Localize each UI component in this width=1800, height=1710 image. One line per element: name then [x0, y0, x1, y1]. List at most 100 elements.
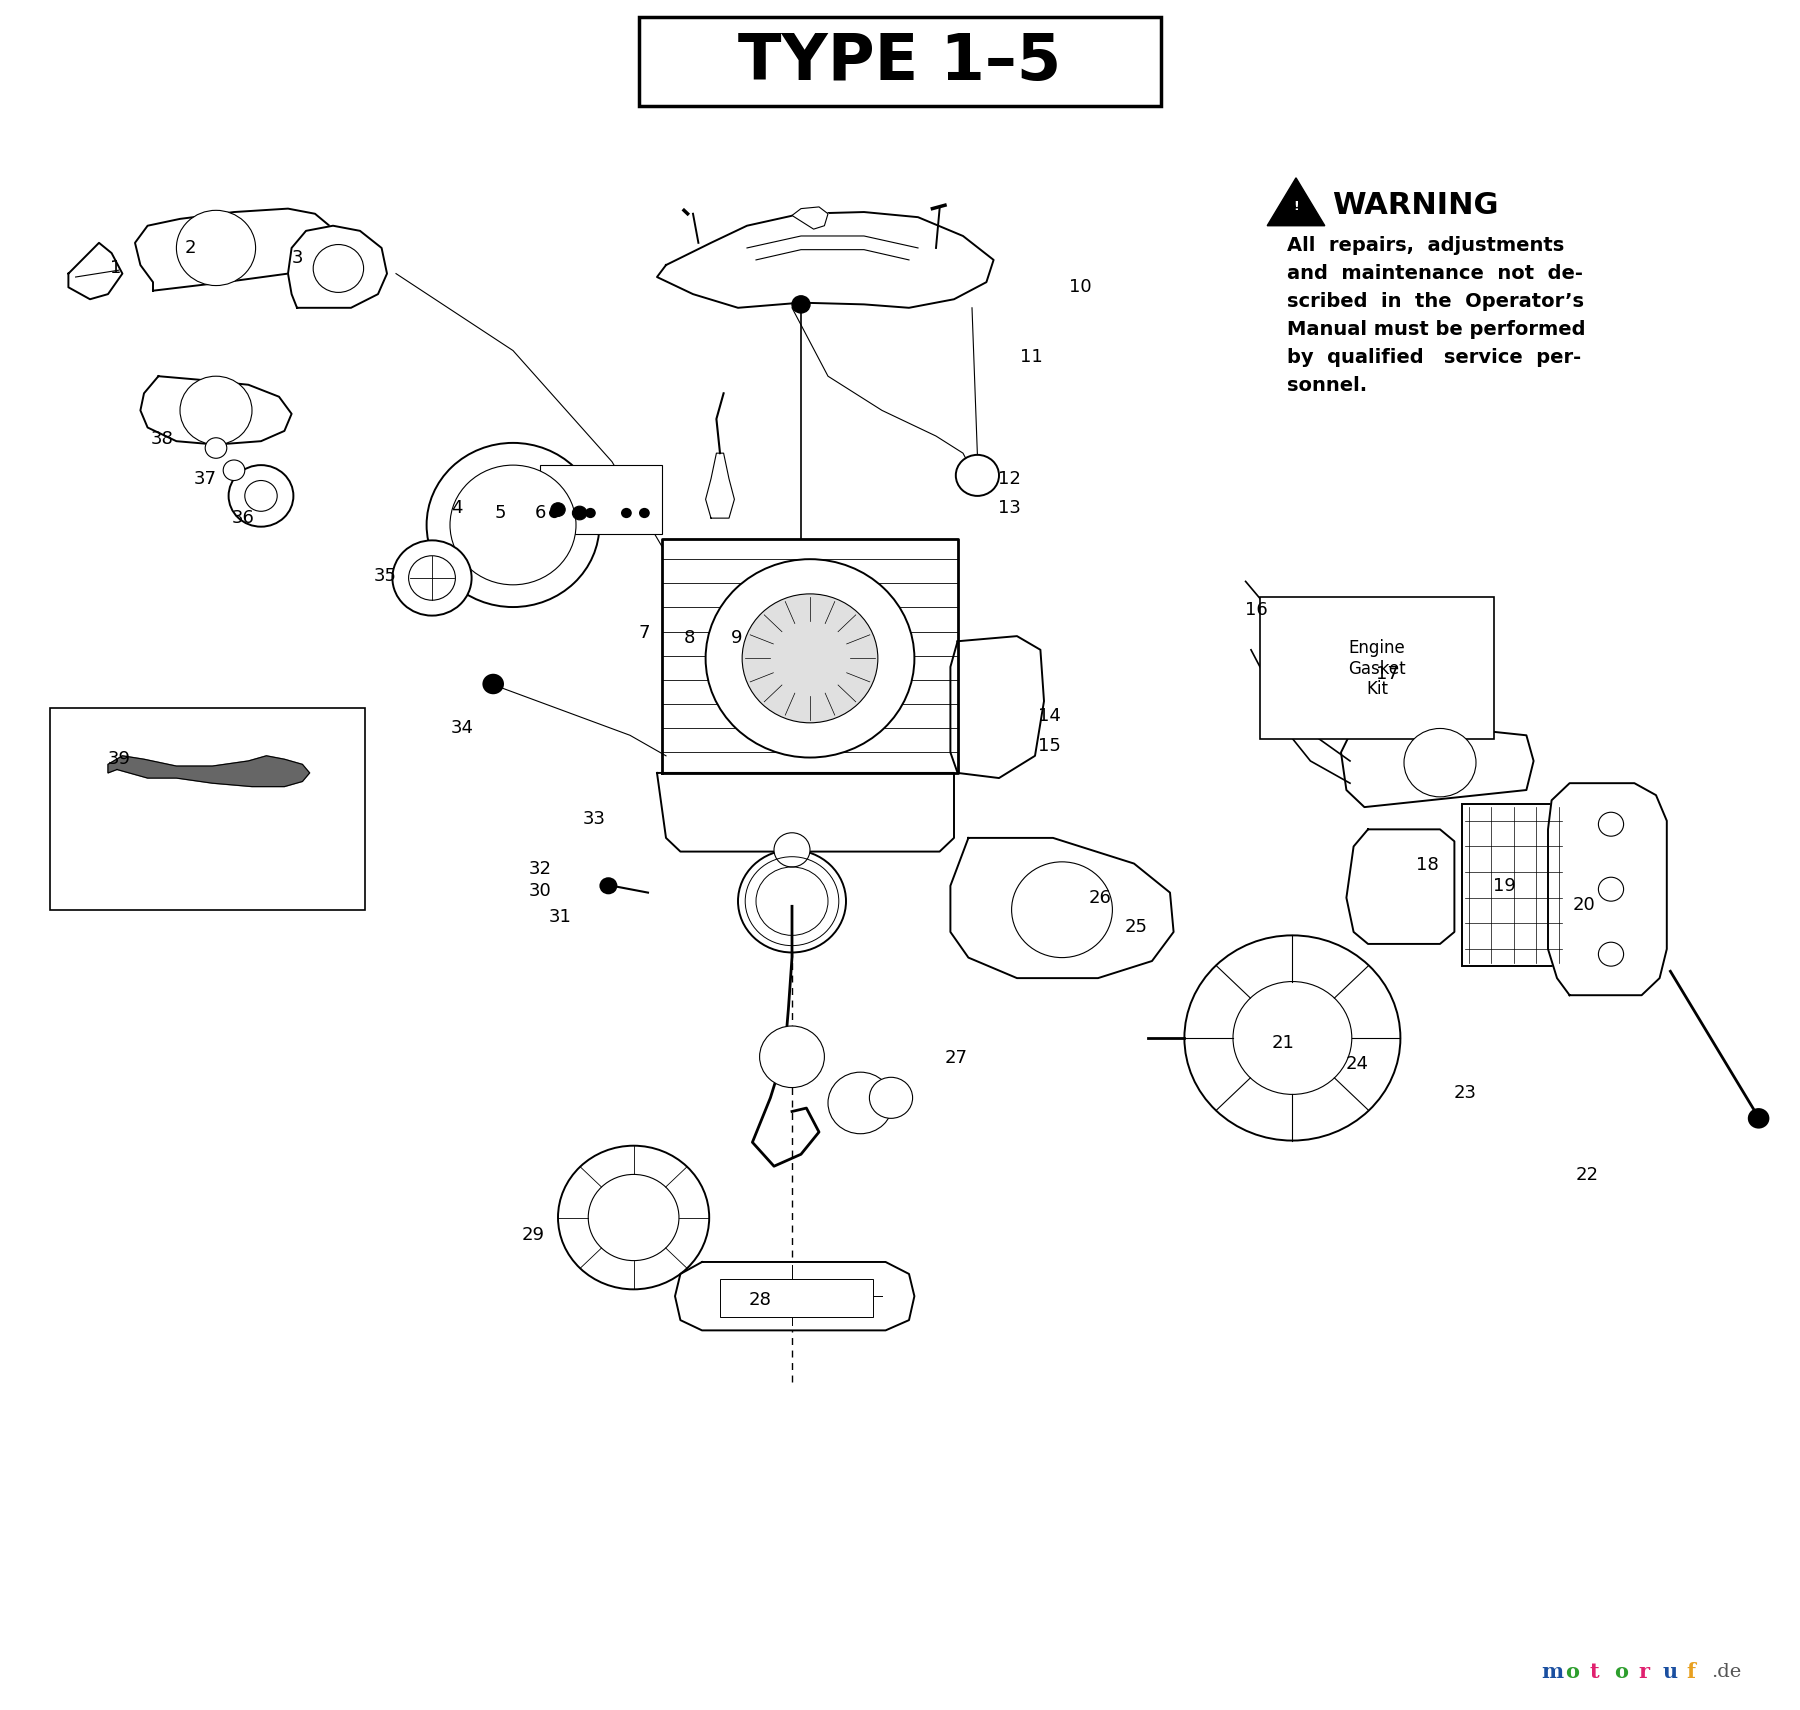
Text: 35: 35	[374, 568, 396, 585]
Text: 22: 22	[1577, 1166, 1598, 1183]
Text: m: m	[1541, 1662, 1562, 1683]
Text: 8: 8	[684, 629, 695, 646]
Circle shape	[205, 438, 227, 458]
Circle shape	[229, 465, 293, 527]
Circle shape	[1184, 935, 1400, 1141]
Circle shape	[1598, 877, 1624, 901]
Circle shape	[176, 210, 256, 286]
Circle shape	[738, 850, 846, 952]
Circle shape	[1233, 982, 1352, 1094]
Bar	[639, 17, 1161, 106]
Text: 27: 27	[945, 1050, 967, 1067]
Text: 17: 17	[1377, 665, 1399, 682]
Text: 39: 39	[108, 751, 130, 768]
Text: 37: 37	[194, 470, 216, 487]
Text: 33: 33	[583, 811, 605, 828]
Circle shape	[742, 593, 878, 723]
Bar	[720, 1279, 873, 1317]
Bar	[50, 708, 365, 910]
Text: 9: 9	[731, 629, 742, 646]
Text: 30: 30	[529, 882, 551, 899]
Circle shape	[313, 245, 364, 292]
Circle shape	[706, 559, 914, 758]
Circle shape	[599, 877, 617, 894]
Circle shape	[1598, 942, 1624, 966]
Text: u: u	[1661, 1662, 1678, 1683]
Text: 16: 16	[1246, 602, 1267, 619]
Text: WARNING: WARNING	[1332, 192, 1498, 219]
Text: 19: 19	[1494, 877, 1516, 894]
Text: 31: 31	[549, 908, 571, 925]
Bar	[1260, 597, 1494, 739]
Polygon shape	[657, 773, 954, 852]
Text: 36: 36	[232, 510, 254, 527]
Text: 4: 4	[452, 499, 463, 516]
Text: 6: 6	[535, 504, 545, 522]
Bar	[540, 465, 662, 534]
Text: 14: 14	[1039, 708, 1060, 725]
Polygon shape	[792, 207, 828, 229]
Text: r: r	[1638, 1662, 1649, 1683]
Circle shape	[409, 556, 455, 600]
Polygon shape	[662, 539, 958, 773]
Circle shape	[427, 443, 599, 607]
Bar	[1462, 804, 1566, 966]
Circle shape	[1012, 862, 1112, 958]
Circle shape	[621, 508, 632, 518]
Text: 3: 3	[292, 250, 302, 267]
Text: 20: 20	[1573, 896, 1595, 913]
Circle shape	[869, 1077, 913, 1118]
Polygon shape	[1267, 178, 1325, 226]
Circle shape	[223, 460, 245, 481]
Circle shape	[792, 296, 810, 313]
Polygon shape	[950, 838, 1174, 978]
Text: Engine
Gasket
Kit: Engine Gasket Kit	[1348, 640, 1406, 698]
Text: 18: 18	[1417, 857, 1438, 874]
Circle shape	[774, 833, 810, 867]
Circle shape	[558, 1146, 709, 1289]
Polygon shape	[950, 636, 1044, 778]
Circle shape	[828, 1072, 893, 1134]
Circle shape	[1404, 728, 1476, 797]
Circle shape	[392, 540, 472, 616]
Text: 10: 10	[1069, 279, 1091, 296]
Text: 11: 11	[1021, 349, 1042, 366]
Circle shape	[482, 674, 504, 694]
Circle shape	[180, 376, 252, 445]
Text: 32: 32	[529, 860, 551, 877]
Text: TYPE 1–5: TYPE 1–5	[738, 31, 1062, 92]
Text: 1: 1	[110, 260, 121, 277]
Text: 13: 13	[999, 499, 1021, 516]
Circle shape	[956, 455, 999, 496]
Text: 25: 25	[1125, 918, 1147, 935]
Text: 38: 38	[151, 431, 173, 448]
Polygon shape	[1346, 829, 1454, 944]
Polygon shape	[135, 209, 333, 291]
Polygon shape	[68, 243, 122, 299]
Polygon shape	[108, 756, 310, 787]
Text: 15: 15	[1039, 737, 1060, 754]
Text: 5: 5	[495, 504, 506, 522]
Text: All  repairs,  adjustments
and  maintenance  not  de-
scribed  in  the  Operator: All repairs, adjustments and maintenance…	[1287, 236, 1586, 395]
Circle shape	[450, 465, 576, 585]
Circle shape	[760, 1026, 824, 1088]
Text: t: t	[1589, 1662, 1598, 1683]
Text: 29: 29	[522, 1226, 544, 1243]
Text: 28: 28	[749, 1291, 770, 1308]
Circle shape	[1748, 1108, 1769, 1129]
Circle shape	[549, 508, 560, 518]
Text: .de: .de	[1710, 1664, 1741, 1681]
Polygon shape	[657, 212, 994, 308]
Text: f: f	[1687, 1662, 1696, 1683]
Polygon shape	[288, 226, 387, 308]
Circle shape	[1598, 812, 1624, 836]
Polygon shape	[1341, 718, 1534, 807]
Text: 2: 2	[185, 239, 196, 256]
Text: o: o	[1613, 1662, 1627, 1683]
Circle shape	[245, 481, 277, 511]
Text: 26: 26	[1089, 889, 1111, 906]
Polygon shape	[675, 1262, 914, 1330]
Text: 7: 7	[639, 624, 650, 641]
Polygon shape	[706, 453, 734, 518]
Text: 24: 24	[1346, 1055, 1368, 1072]
